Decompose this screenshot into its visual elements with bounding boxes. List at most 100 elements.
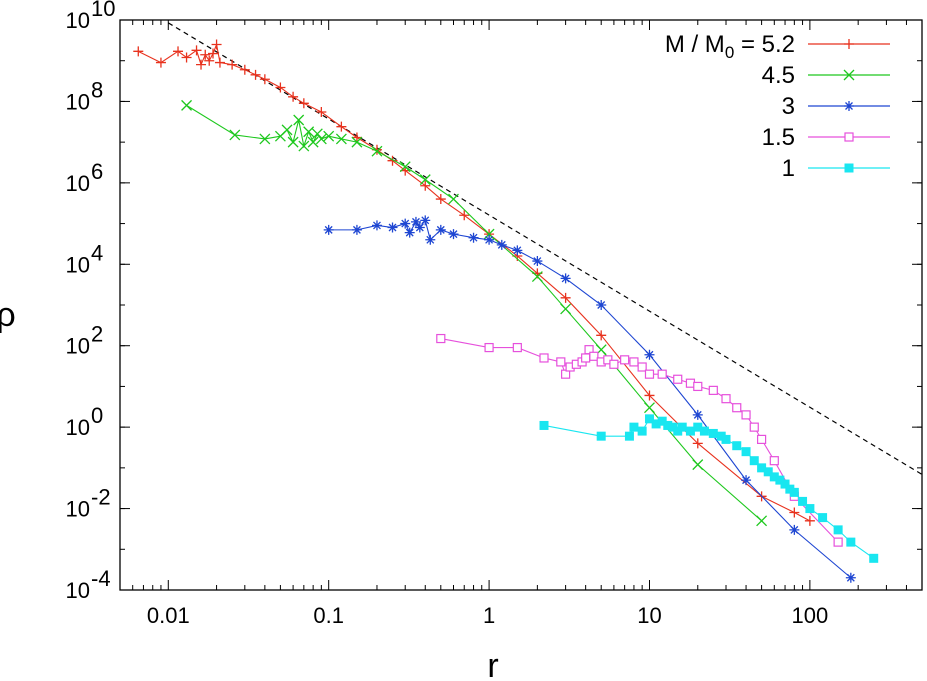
data-point	[436, 333, 446, 344]
data-point	[259, 133, 271, 145]
data-point	[468, 232, 479, 243]
data-point	[845, 572, 856, 583]
legend-label: 1.5	[762, 124, 795, 151]
data-point	[425, 234, 436, 245]
data-point	[539, 420, 549, 430]
data-point	[211, 39, 222, 50]
data-point	[833, 537, 843, 547]
data-point	[560, 292, 571, 303]
data-point	[644, 390, 655, 401]
data-point	[741, 410, 751, 420]
data-point	[155, 57, 166, 68]
data-point	[414, 222, 425, 233]
y-tick-label: 10	[66, 578, 90, 603]
data-point	[196, 59, 207, 70]
series-line	[543, 418, 875, 559]
x-tick-label: 0.1	[313, 603, 344, 628]
data-point	[657, 369, 667, 379]
data-point	[609, 359, 619, 369]
data-point	[732, 403, 742, 413]
data-point	[371, 145, 383, 157]
data-point	[749, 456, 759, 466]
data-point	[298, 140, 310, 152]
data-point	[805, 504, 815, 514]
data-point	[303, 126, 315, 138]
data-point	[335, 133, 347, 145]
data-point	[732, 441, 742, 451]
data-point	[804, 515, 815, 526]
legend-entry: 1.5	[762, 124, 890, 151]
data-point	[293, 114, 305, 126]
data-point	[624, 431, 634, 441]
reference-line	[167, 22, 923, 475]
data-point	[419, 174, 431, 186]
y-tick-label: 10	[66, 497, 90, 522]
data-point	[844, 101, 854, 111]
x-tick-label: 0.01	[147, 603, 190, 628]
data-point	[496, 239, 507, 250]
data-point	[307, 136, 319, 148]
data-point	[692, 438, 703, 449]
data-point	[420, 215, 431, 226]
data-point	[435, 194, 446, 205]
data-point	[699, 426, 709, 436]
data-point	[708, 428, 718, 438]
data-point	[581, 353, 591, 363]
x-tick-label: 1	[483, 603, 495, 628]
data-point	[756, 434, 767, 444]
y-tick-label: 10	[66, 334, 90, 359]
data-point	[387, 222, 398, 233]
data-point	[287, 136, 299, 148]
data-point	[420, 180, 431, 191]
data-point	[351, 224, 362, 235]
data-point	[404, 227, 415, 238]
legend-label: 4.5	[762, 62, 795, 89]
data-point	[844, 132, 854, 142]
data-point	[693, 381, 703, 392]
y-tick-label: 10	[66, 89, 90, 114]
data-point	[275, 82, 286, 93]
data-point	[288, 91, 299, 102]
legend: M / M0 = 5.24.5 3 1.5 1	[665, 31, 890, 182]
y-tick-exponent: 6	[91, 159, 103, 184]
legend-entry: M / M0 = 5.2	[665, 31, 890, 62]
legend-entry: 3	[782, 93, 890, 120]
data-point	[410, 216, 421, 227]
data-point	[229, 129, 241, 141]
reference-power-law-line	[167, 22, 923, 475]
data-point	[708, 385, 718, 395]
data-point	[351, 136, 363, 148]
data-point	[560, 303, 572, 315]
data-point	[677, 422, 687, 432]
data-point	[721, 434, 731, 444]
data-point	[400, 218, 411, 229]
y-tick-exponent: 0	[91, 403, 103, 428]
data-point	[749, 422, 759, 432]
y-tick-exponent: 8	[91, 77, 103, 102]
data-point	[512, 342, 522, 353]
data-point	[181, 99, 193, 111]
data-point	[596, 431, 606, 441]
data-point	[484, 342, 494, 353]
data-point	[789, 524, 800, 535]
data-point	[531, 271, 543, 283]
data-point	[763, 467, 773, 477]
data-point	[869, 553, 879, 563]
y-tick-label: 10	[66, 8, 90, 33]
data-point	[741, 475, 752, 486]
data-point	[323, 224, 334, 235]
data-point	[846, 537, 856, 547]
data-point	[692, 409, 703, 420]
data-point	[435, 224, 446, 235]
legend-entry: 1	[782, 155, 890, 182]
data-point	[311, 128, 323, 140]
data-point	[173, 46, 184, 57]
data-point	[584, 345, 594, 355]
series-3	[323, 215, 856, 583]
data-point	[181, 52, 192, 63]
data-point	[798, 496, 808, 506]
data-point	[399, 161, 411, 173]
series-line	[328, 219, 852, 579]
y-axis-label: ρ	[0, 296, 16, 334]
